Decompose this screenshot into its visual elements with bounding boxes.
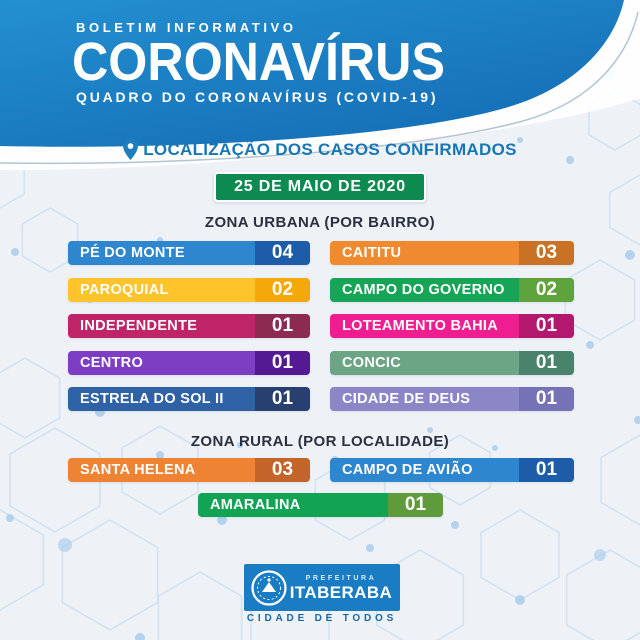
case-bar-caititu: CAITITU 03: [330, 241, 574, 265]
bar-label: CENTRO: [80, 354, 144, 371]
bar-value: 01: [519, 458, 574, 482]
case-bar-campo-do-governo: CAMPO DO GOVERNO 02: [330, 277, 574, 302]
bar-value: 01: [255, 387, 310, 412]
case-bar-paroquial: PAROQUIAL 02: [68, 277, 310, 302]
header-subtitle: QUADRO DO CORONAVÍRUS (COVID-19): [76, 89, 439, 105]
bar-label: CAMPO DO GOVERNO: [342, 281, 505, 298]
footer-org-small: PREFEITURA: [305, 574, 377, 582]
page-title: CORONAVÍRUS: [72, 32, 445, 92]
header-banner-shape: [0, 0, 640, 171]
rural-zone-heading: ZONA RURAL (POR LOCALIDADE): [190, 433, 450, 450]
header-kicker: BOLETIM INFORMATIVO: [76, 20, 297, 35]
bar-label: SANTA HELENA: [80, 462, 196, 478]
bar-label: CONCIC: [342, 354, 401, 371]
bar-value: 01: [519, 350, 574, 375]
case-bar-centro: CENTRO 01: [68, 350, 310, 375]
bar-value: 04: [255, 241, 310, 265]
bar-value: 01: [388, 493, 443, 517]
rural-center-column: AMARALINA 01: [198, 493, 443, 530]
bar-label: ESTRELA DO SOL II: [80, 391, 224, 408]
bar-value: 01: [255, 350, 310, 375]
footer-org-name: ITABERABA: [289, 582, 393, 602]
bar-label: PAROQUIAL: [80, 281, 169, 298]
case-bar-cidade-de-deus: CIDADE DE DEUS 01: [330, 387, 574, 412]
location-title: LOCALIZAÇÃO DOS CASOS CONFIRMADOS: [143, 139, 517, 159]
date-badge: 25 DE MAIO DE 2020: [214, 172, 426, 202]
bar-label: PÉ DO MONTE: [80, 245, 185, 261]
case-bar-loteamento-bahia: LOTEAMENTO BAHIA 01: [330, 314, 574, 339]
bar-label: CAMPO DE AVIÃO: [342, 462, 473, 478]
bar-value: 02: [519, 277, 574, 302]
rural-right-column: CAMPO DE AVIÃO 01: [330, 458, 574, 495]
urban-zone-heading: ZONA URBANA (POR BAIRRO): [204, 214, 436, 231]
bar-value: 03: [519, 241, 574, 265]
case-bar-campo-de-aviao: CAMPO DE AVIÃO 01: [330, 458, 574, 482]
bar-label: AMARALINA: [210, 497, 301, 513]
bar-value: 03: [255, 458, 310, 482]
bar-label: CAITITU: [342, 245, 402, 261]
bar-value: 01: [519, 314, 574, 339]
bar-label: LOTEAMENTO BAHIA: [342, 318, 498, 335]
case-bar-amaralina: AMARALINA 01: [198, 493, 443, 517]
bar-value: 02: [255, 277, 310, 302]
case-bar-concic: CONCIC 01: [330, 350, 574, 375]
bar-value: 01: [519, 387, 574, 412]
rural-left-column: SANTA HELENA 03: [68, 458, 310, 495]
bar-label: INDEPENDENTE: [80, 318, 198, 335]
bar-label: CIDADE DE DEUS: [342, 391, 471, 408]
bar-value: 01: [255, 314, 310, 339]
location-title-row: LOCALIZAÇÃO DOS CASOS CONFIRMADOS: [0, 139, 640, 160]
case-bar-estrela-do-sol-ii: ESTRELA DO SOL II 01: [68, 387, 310, 412]
case-bar-pe-do-monte: PÉ DO MONTE 04: [68, 241, 310, 265]
location-pin-icon: [123, 139, 139, 160]
footer-slogan: CIDADE DE TODOS: [246, 613, 398, 624]
city-seal-icon: [251, 569, 287, 606]
case-bar-santa-helena: SANTA HELENA 03: [68, 458, 310, 482]
urban-right-column: CAITITU 03 CAMPO DO GOVERNO 02 LOTEAMENT…: [330, 241, 574, 424]
urban-left-column: PÉ DO MONTE 04 PAROQUIAL 02 INDEPENDENTE…: [68, 241, 310, 424]
city-hall-logo: PREFEITURA ITABERABA: [244, 564, 400, 611]
case-bar-independente: INDEPENDENTE 01: [68, 314, 310, 339]
